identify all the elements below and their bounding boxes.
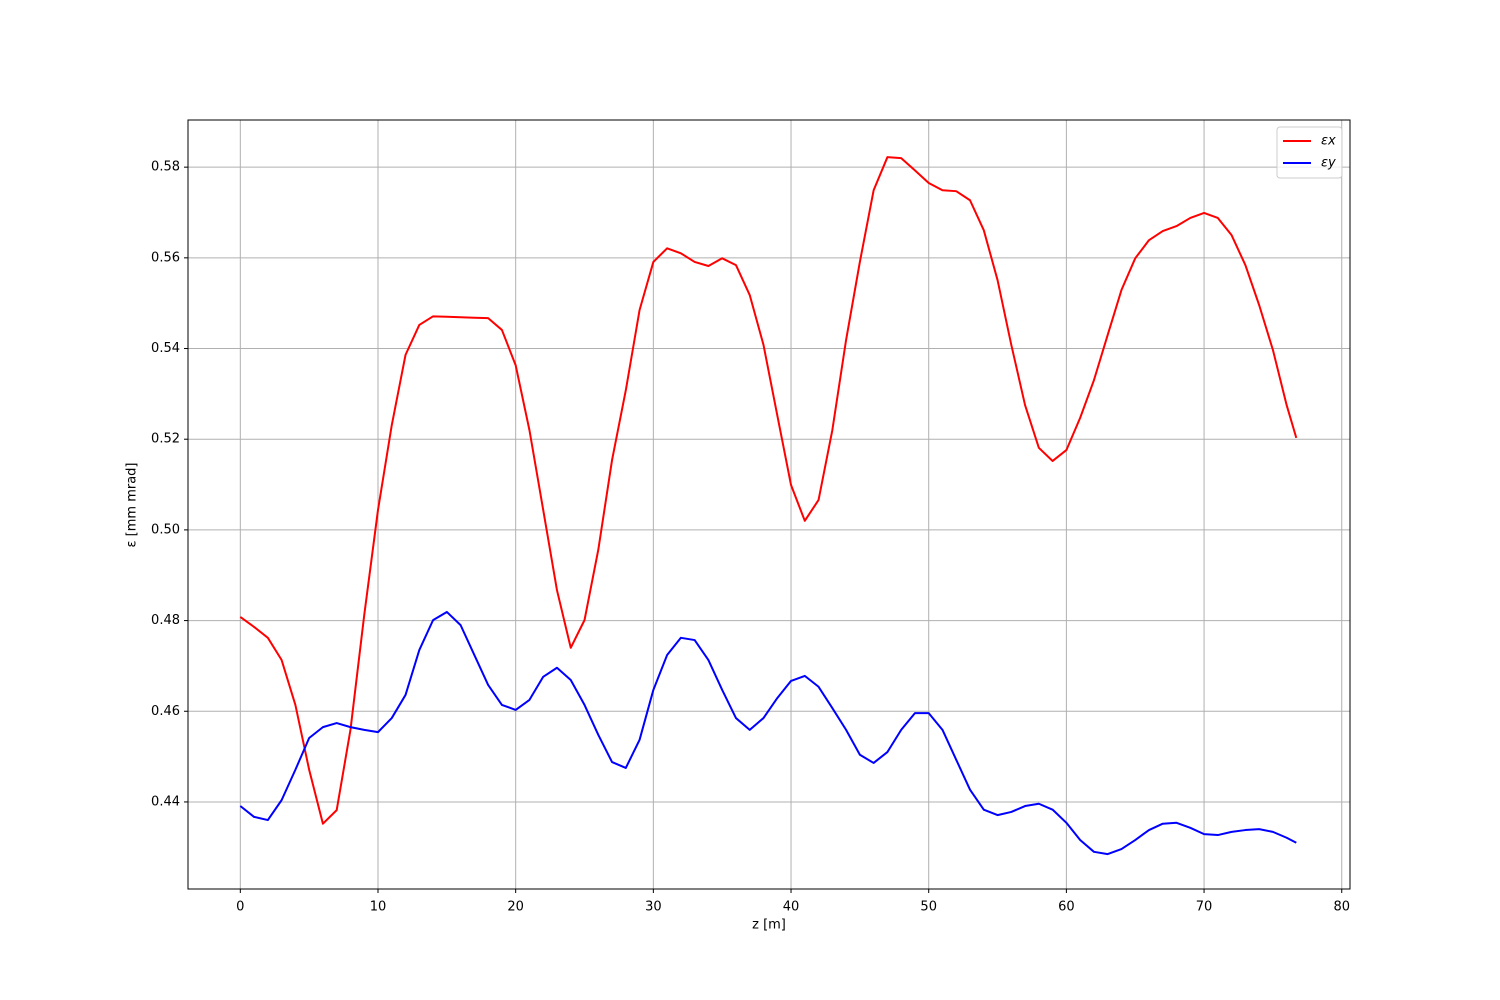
x-tick-label: 30 <box>645 900 662 915</box>
x-tick-label: 50 <box>920 900 937 915</box>
y-tick-label: 0.56 <box>151 250 180 265</box>
plot-frame <box>187 119 1351 890</box>
x-axis-label: z [m] <box>752 918 786 933</box>
y-tick-label: 0.48 <box>151 613 180 628</box>
x-tick-label: 80 <box>1333 900 1350 915</box>
x-tick-label: 60 <box>1058 900 1075 915</box>
x-tick-label: 70 <box>1196 900 1213 915</box>
y-tick-label: 0.52 <box>151 432 180 447</box>
data-line <box>239 610 1297 856</box>
x-tick-label: 40 <box>783 900 800 915</box>
legend: εx εy <box>1276 126 1343 179</box>
legend-label: εy <box>1321 156 1336 171</box>
legend-label: εx <box>1321 134 1336 149</box>
data-line <box>239 156 1298 825</box>
y-tick-label: 0.54 <box>151 341 180 356</box>
legend-box <box>1276 126 1343 179</box>
y-tick-label: 0.44 <box>151 794 180 809</box>
y-axis-label: ε [mm mrad] <box>125 463 140 548</box>
x-tick-label: 0 <box>236 900 244 915</box>
y-tick-label: 0.46 <box>151 704 180 719</box>
x-tick-label: 10 <box>370 900 387 915</box>
x-tick-label: 20 <box>507 900 524 915</box>
y-tick-label: 0.50 <box>151 522 180 537</box>
y-tick-label: 0.58 <box>151 160 180 175</box>
